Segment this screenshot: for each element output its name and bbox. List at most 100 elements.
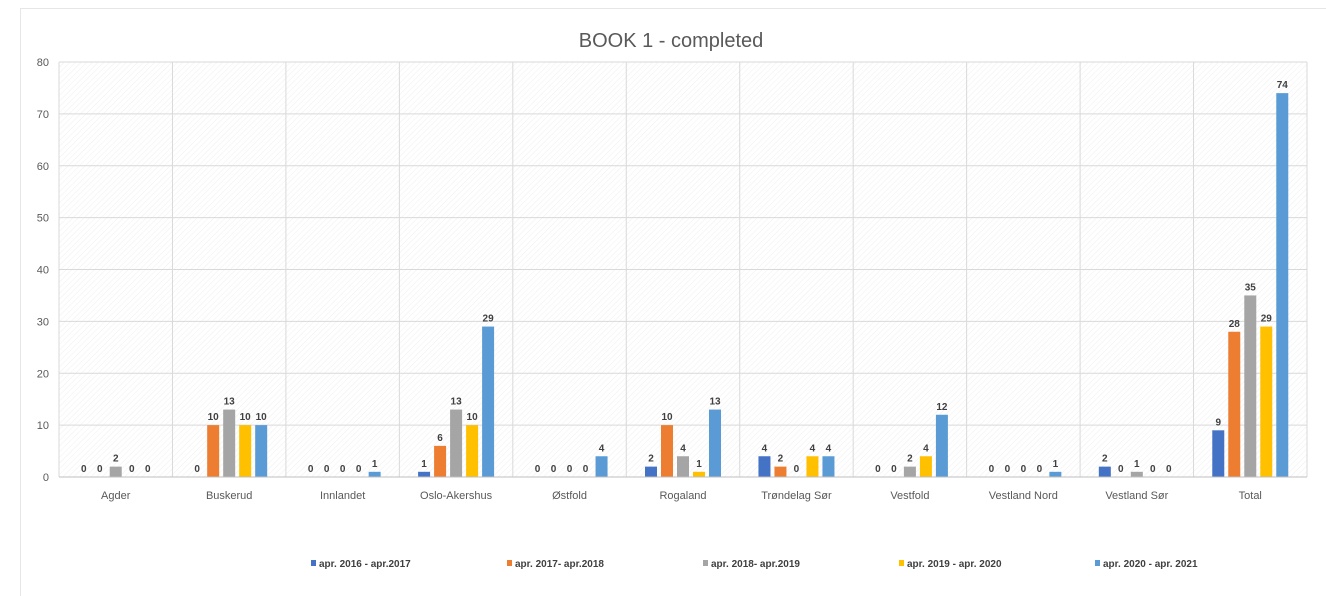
data-label: 10 (208, 412, 220, 423)
data-label: 4 (923, 443, 929, 454)
data-label: 4 (810, 443, 816, 454)
bar (1212, 430, 1225, 477)
bar (806, 456, 819, 477)
bar (693, 471, 705, 477)
data-label: 10 (661, 412, 673, 423)
data-label: 2 (648, 454, 654, 465)
data-label: 1 (696, 459, 702, 470)
legend-swatch (311, 560, 316, 566)
data-label: 0 (1037, 464, 1043, 475)
chart-frame: 0 0 2 0 0 0 10 13 10 10 0 0 0 0 1 1 6 13 10 29 0 0 0 0 4 2 10 4 1 13 4… (20, 8, 1326, 596)
data-label: 35 (1245, 282, 1257, 293)
bar (758, 456, 771, 477)
bar (418, 471, 431, 477)
bar (661, 425, 673, 477)
x-tick-label: Innlandet (320, 490, 365, 502)
data-label: 4 (826, 443, 832, 454)
gridlines (58, 61, 1308, 478)
data-label: 1 (372, 459, 378, 470)
data-label: 1 (1134, 459, 1140, 470)
bar (595, 456, 608, 477)
y-tick-label: 80 (37, 57, 49, 69)
data-label: 0 (1166, 464, 1172, 475)
legend-entry: apr. 2019 - apr. 2020 (907, 559, 1002, 570)
data-label: 0 (145, 464, 151, 475)
x-tick-label: Agder (101, 490, 131, 502)
bar (919, 456, 932, 477)
bar (935, 414, 948, 477)
y-tick-label: 40 (37, 265, 49, 277)
data-label: 0 (356, 464, 362, 475)
data-label: 0 (794, 464, 800, 475)
x-tick-label: Vestland Sør (1105, 490, 1168, 502)
data-label: 2 (778, 454, 784, 465)
data-label: 4 (680, 443, 686, 454)
bar (207, 425, 220, 477)
data-label: 0 (1118, 464, 1124, 475)
bar (1130, 471, 1143, 477)
data-label: 4 (762, 443, 768, 454)
data-label: 10 (256, 412, 268, 423)
bars (109, 93, 1289, 477)
data-label: 0 (324, 464, 330, 475)
data-label: 2 (907, 454, 913, 465)
x-tick-label: Total (1239, 490, 1262, 502)
legend-swatch (507, 560, 512, 566)
data-label: 0 (551, 464, 557, 475)
data-label: 28 (1229, 319, 1241, 330)
data-label: 13 (709, 397, 721, 408)
legend-swatch (899, 560, 904, 566)
chart-title: BOOK 1 - completed (579, 30, 764, 52)
legend-entry: apr. 2020 - apr. 2021 (1103, 559, 1198, 570)
data-label: 0 (97, 464, 103, 475)
bar (822, 456, 835, 477)
bar (482, 326, 495, 477)
data-label: 0 (583, 464, 589, 475)
data-label: 2 (1102, 454, 1108, 465)
x-tick-label: Oslo-Akershus (420, 490, 493, 502)
bar (645, 466, 657, 477)
legend-swatch (703, 560, 708, 566)
data-label: 0 (308, 464, 314, 475)
data-label: 2 (113, 454, 119, 465)
data-label: 0 (1150, 464, 1156, 475)
bar (109, 466, 122, 477)
x-tick-label: Buskerud (206, 490, 252, 502)
data-label: 9 (1215, 417, 1221, 428)
data-label: 10 (467, 412, 479, 423)
bar (1244, 295, 1257, 477)
bar (239, 425, 252, 477)
bar (223, 409, 236, 477)
data-label: 29 (483, 314, 495, 325)
data-label: 13 (451, 397, 463, 408)
data-label: 13 (224, 397, 236, 408)
data-label: 29 (1261, 314, 1273, 325)
data-label: 12 (936, 402, 948, 413)
data-label: 74 (1277, 80, 1289, 91)
data-label: 1 (421, 459, 427, 470)
bar (1228, 331, 1241, 477)
x-tick-label: Vestfold (890, 490, 929, 502)
x-tick-label: Østfold (552, 490, 587, 502)
x-tick-label: Rogaland (659, 490, 706, 502)
data-label: 1 (1053, 459, 1059, 470)
y-tick-label: 60 (37, 161, 49, 173)
legend: apr. 2016 - apr.2017 apr. 2017- apr.2018 a… (311, 559, 1198, 570)
y-tick-label: 50 (37, 213, 49, 225)
x-tick-label: Vestland Nord (989, 490, 1058, 502)
y-tick-label: 0 (43, 472, 49, 484)
data-label: 6 (437, 433, 443, 444)
legend-entry: apr. 2016 - apr.2017 (319, 559, 411, 570)
bar (466, 425, 479, 477)
data-label: 0 (1005, 464, 1011, 475)
data-label: 0 (81, 464, 87, 475)
x-tick-label: Trøndelag Sør (761, 490, 832, 502)
data-label: 0 (129, 464, 135, 475)
data-label: 4 (599, 443, 605, 454)
legend-entry: apr. 2017- apr.2018 (515, 559, 604, 570)
data-label: 0 (875, 464, 881, 475)
bar (434, 445, 447, 477)
